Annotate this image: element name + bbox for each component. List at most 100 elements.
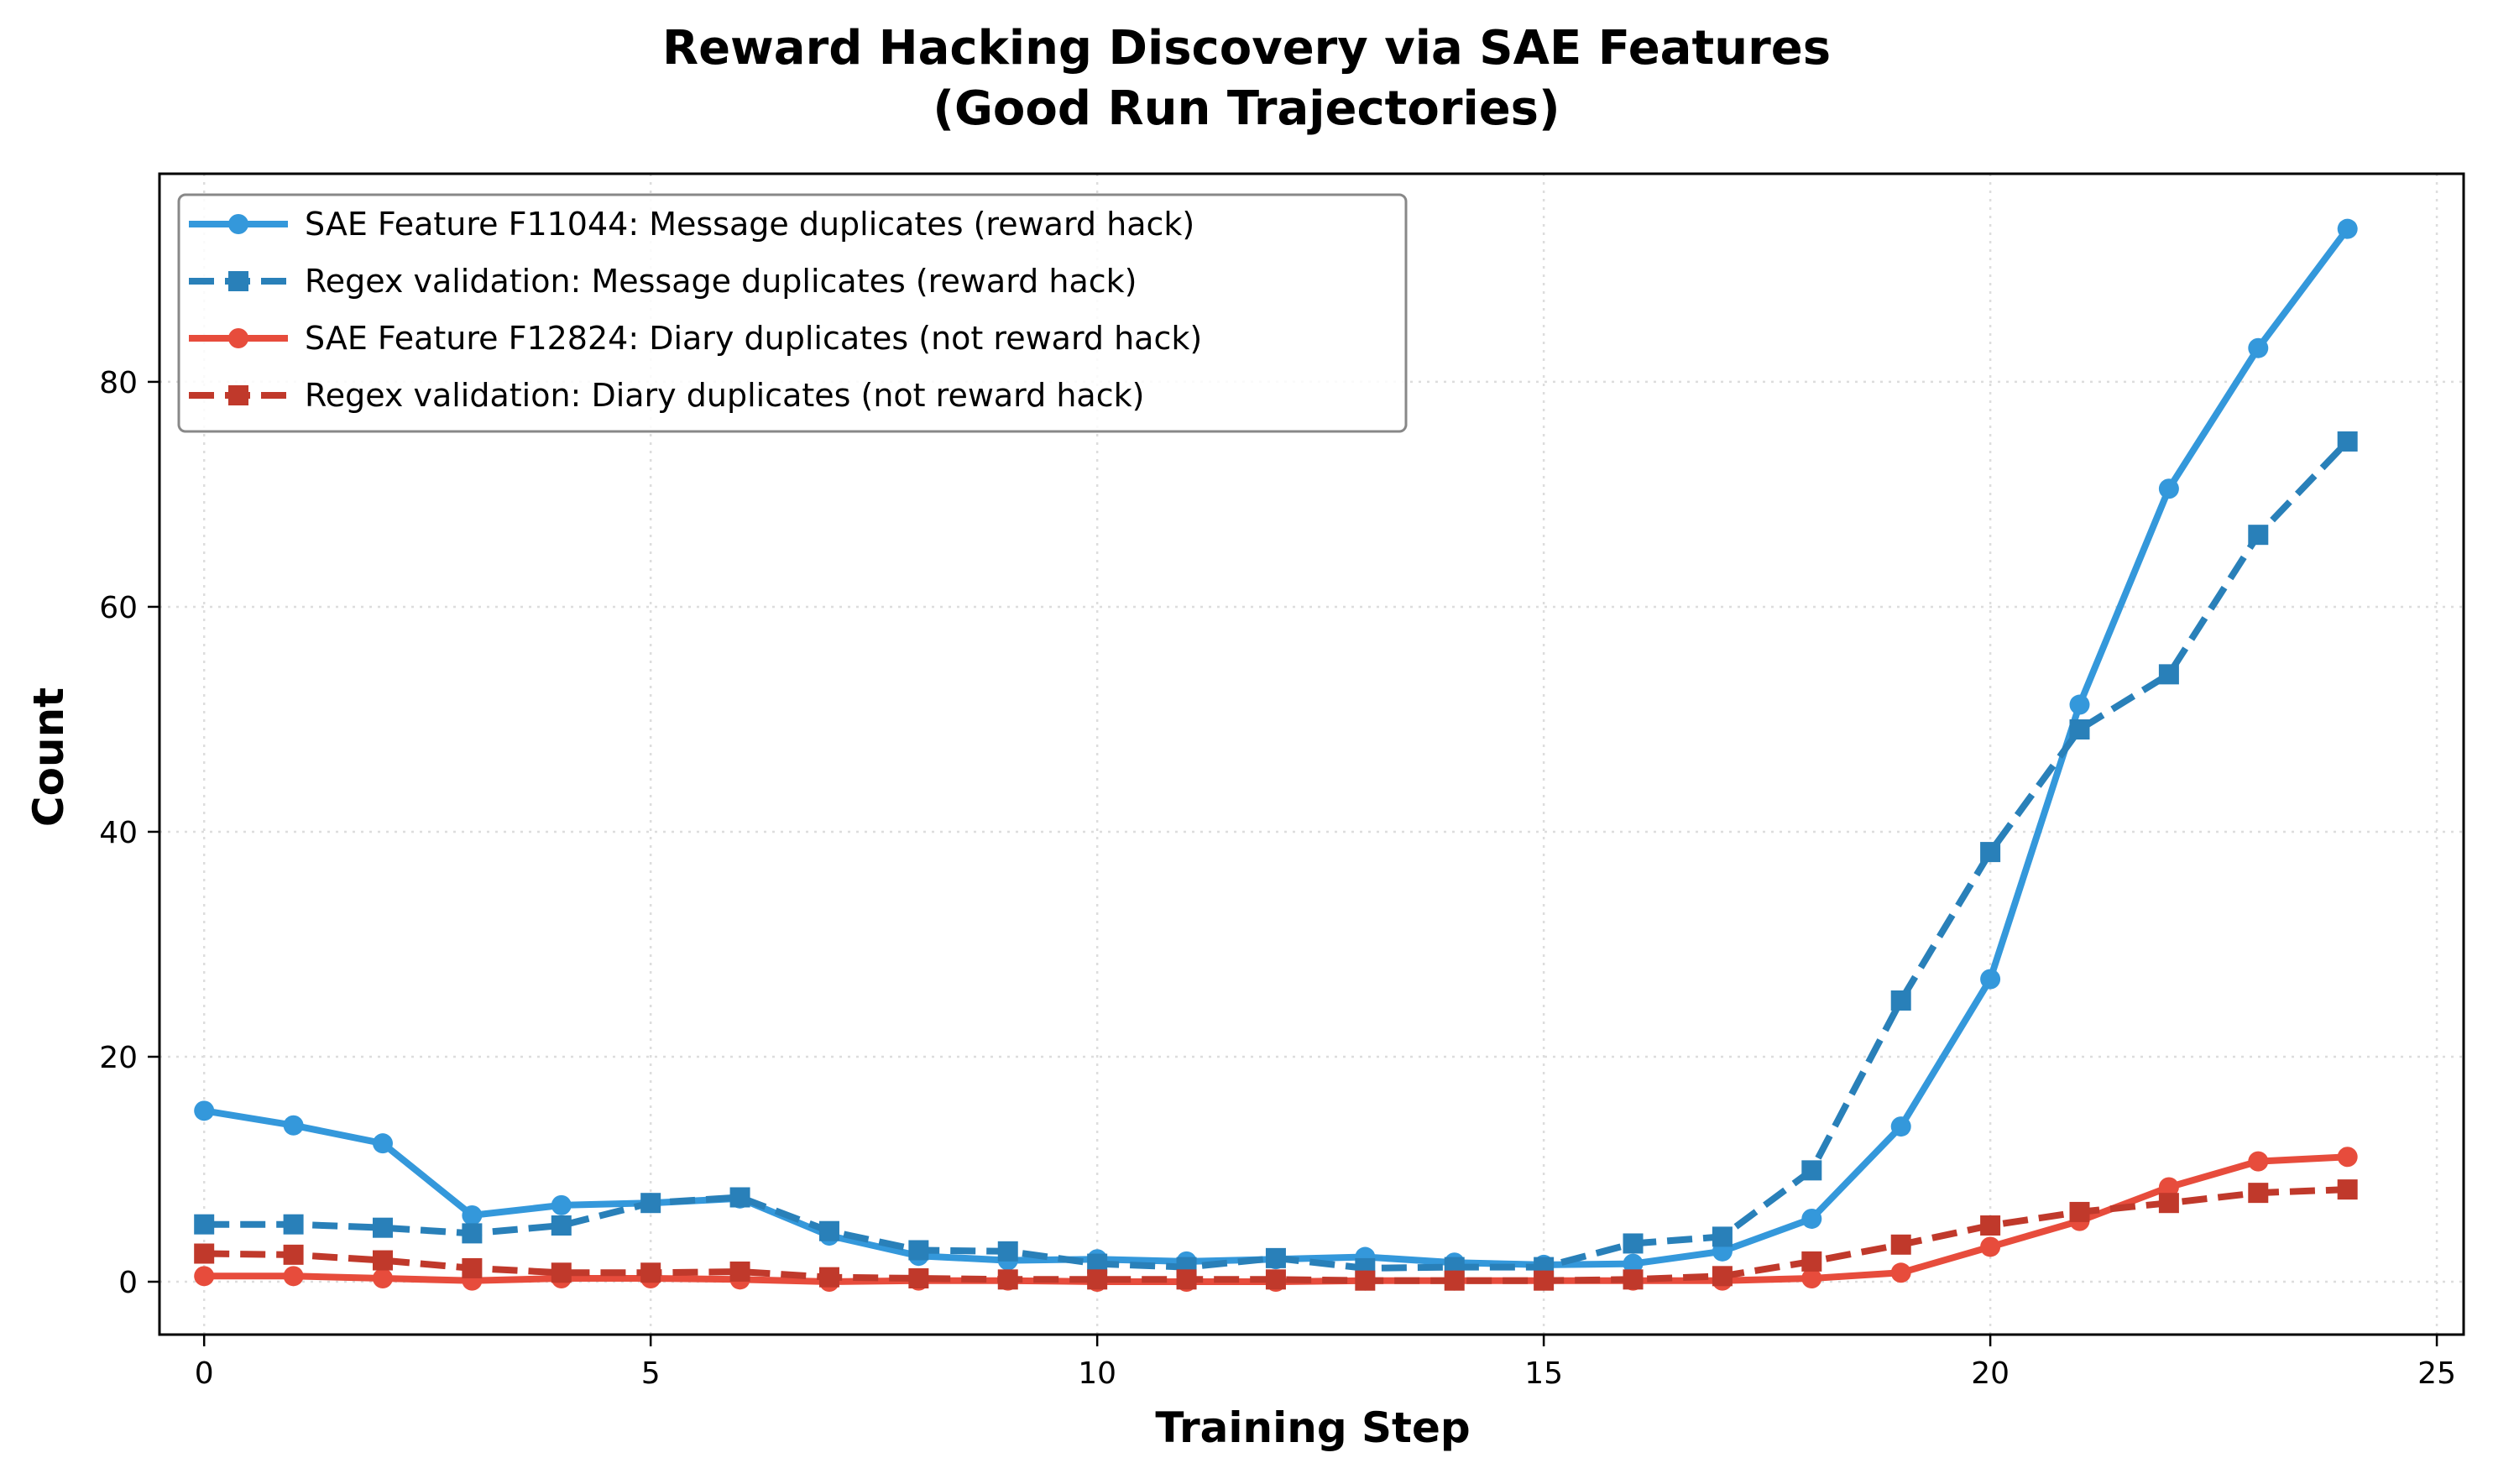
data-point-square	[228, 271, 248, 291]
series-2	[194, 431, 2358, 1278]
data-point-square	[1265, 1247, 1286, 1268]
x-tick-label: 10	[1078, 1356, 1116, 1391]
y-tick-label: 40	[99, 816, 138, 850]
data-point-square	[2337, 431, 2358, 452]
data-point-circle	[462, 1204, 483, 1225]
data-point-circle	[1890, 1262, 1911, 1283]
data-point-circle	[1980, 1236, 2001, 1257]
data-point-square	[818, 1220, 839, 1241]
series-line	[204, 439, 2350, 1272]
y-tick-label: 60	[99, 591, 138, 625]
data-point-circle	[228, 328, 248, 348]
data-point-square	[194, 1243, 215, 1264]
y-tick-label: 20	[99, 1041, 138, 1075]
data-point-square	[2248, 525, 2269, 546]
data-point-circle	[1980, 969, 2001, 990]
legend-item-2: Regex validation: Message duplicates (re…	[189, 263, 1137, 300]
data-point-circle	[2158, 478, 2179, 499]
legend-item-3: SAE Feature F12824: Diary duplicates (no…	[189, 320, 1202, 357]
data-point-square	[640, 1193, 661, 1214]
data-point-square	[2069, 1201, 2090, 1222]
chart-title-line-1: Reward Hacking Discovery via SAE Feature…	[661, 21, 1832, 76]
chart-title-line-2: (Good Run Trajectories)	[933, 81, 1560, 136]
data-point-square	[2158, 1193, 2179, 1214]
data-point-square	[729, 1261, 750, 1282]
data-point-square	[997, 1241, 1018, 1262]
y-tick-label: 0	[118, 1266, 138, 1300]
data-point-square	[1623, 1233, 1644, 1254]
data-point-square	[194, 1214, 215, 1235]
legend-box	[177, 193, 1408, 433]
data-point-square	[729, 1187, 750, 1208]
data-point-square	[228, 385, 248, 405]
x-axis-label: Training Step	[1155, 1403, 1471, 1452]
x-tick-label: 20	[1971, 1356, 2010, 1391]
data-point-square	[1712, 1226, 1733, 1247]
series-4	[194, 1179, 2358, 1291]
data-point-circle	[194, 1100, 215, 1121]
data-point-square	[1980, 1215, 2001, 1236]
data-point-square	[640, 1262, 661, 1283]
legend-item-4: Regex validation: Diary duplicates (not …	[189, 377, 1144, 414]
legend-label: SAE Feature F11044: Message duplicates (…	[305, 206, 1194, 243]
data-point-square	[1087, 1269, 1108, 1290]
data-point-circle	[372, 1133, 393, 1154]
data-point-circle	[2158, 1177, 2179, 1198]
data-point-square	[1176, 1269, 1197, 1290]
data-point-circle	[551, 1194, 572, 1215]
data-point-square	[1265, 1269, 1286, 1290]
data-point-square	[2248, 1183, 2269, 1204]
data-point-circle	[194, 1266, 215, 1287]
data-point-square	[997, 1269, 1018, 1290]
data-point-circle	[2337, 218, 2358, 239]
data-point-square	[283, 1244, 304, 1265]
data-point-circle	[2248, 1151, 2269, 1172]
data-point-square	[1980, 842, 2001, 863]
data-point-square	[1623, 1269, 1644, 1290]
data-point-square	[2337, 1179, 2358, 1200]
plot-frame	[158, 172, 2465, 1336]
chart-title: Reward Hacking Discovery via SAE Feature…	[0, 18, 2493, 139]
data-point-square	[1355, 1270, 1376, 1291]
x-axis-ticks: 0 5 10 15 20 25	[195, 1335, 2456, 1391]
data-point-square	[1890, 1234, 1911, 1255]
data-point-circle	[1801, 1267, 1822, 1288]
legend-label: Regex validation: Message duplicates (re…	[305, 263, 1137, 300]
data-point-square	[2069, 719, 2090, 740]
data-point-square	[462, 1257, 483, 1278]
data-point-circle	[2337, 1147, 2358, 1168]
data-point-circle	[2248, 337, 2269, 358]
data-point-circle	[2069, 694, 2090, 715]
data-point-square	[551, 1215, 572, 1236]
data-point-square	[908, 1240, 929, 1261]
y-axis-ticks: 0 20 40 60 80	[99, 366, 159, 1300]
legend: SAE Feature F11044: Message duplicates (…	[177, 193, 1408, 433]
x-tick-label: 5	[641, 1356, 661, 1391]
x-tick-label: 15	[1524, 1356, 1563, 1391]
legend-item-1: SAE Feature F11044: Message duplicates (…	[189, 206, 1194, 243]
y-tick-label: 80	[99, 366, 138, 400]
data-point-circle	[283, 1266, 304, 1287]
x-tick-label: 0	[195, 1356, 214, 1391]
data-point-square	[462, 1223, 483, 1244]
legend-label: SAE Feature F12824: Diary duplicates (no…	[305, 320, 1202, 357]
data-point-square	[1534, 1270, 1555, 1291]
data-point-circle	[1890, 1116, 1911, 1137]
data-point-square	[551, 1262, 572, 1283]
data-point-square	[908, 1267, 929, 1288]
data-point-circle	[1623, 1253, 1644, 1274]
data-point-square	[1801, 1160, 1822, 1181]
data-point-square	[1712, 1266, 1733, 1287]
data-point-square	[818, 1267, 839, 1288]
data-point-square	[1801, 1251, 1822, 1272]
data-point-square	[1444, 1270, 1465, 1291]
data-series	[194, 218, 2358, 1293]
data-point-square	[1890, 990, 1911, 1011]
data-point-square	[283, 1214, 304, 1235]
data-point-circle	[372, 1267, 393, 1288]
data-point-circle	[283, 1115, 304, 1136]
data-point-square	[372, 1217, 393, 1238]
data-point-circle	[1801, 1208, 1822, 1229]
data-point-circle	[228, 214, 248, 234]
